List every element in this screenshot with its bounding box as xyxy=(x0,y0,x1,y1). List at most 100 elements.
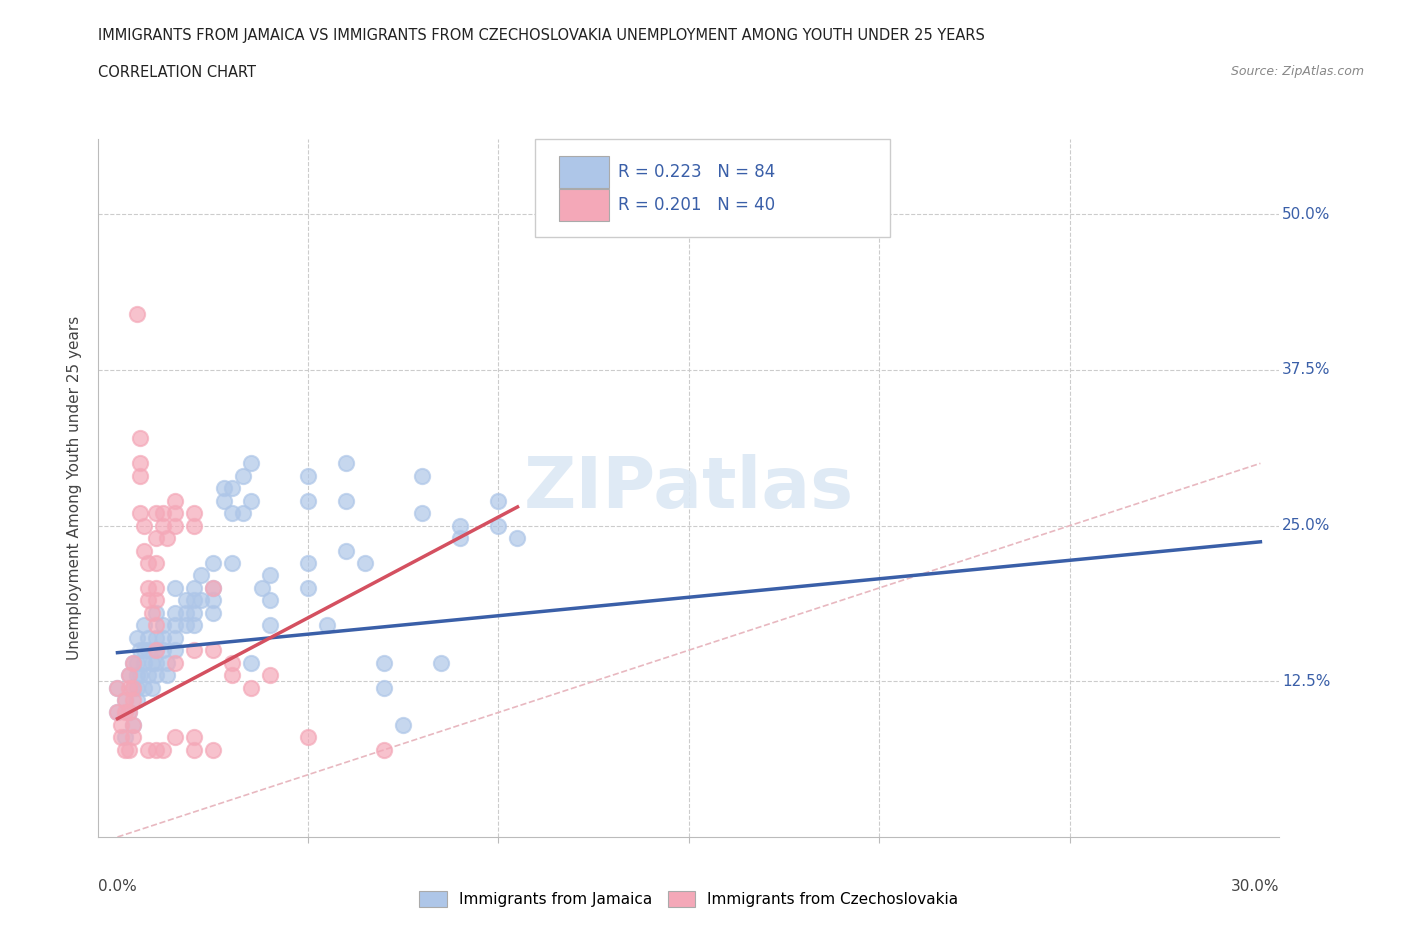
Point xyxy=(145,631,167,645)
Point xyxy=(335,543,357,558)
Point xyxy=(145,506,167,521)
Point xyxy=(183,742,205,757)
Point xyxy=(163,493,186,508)
Legend: Immigrants from Jamaica, Immigrants from Czechoslovakia: Immigrants from Jamaica, Immigrants from… xyxy=(413,884,965,913)
Text: 50.0%: 50.0% xyxy=(1282,206,1330,221)
Point xyxy=(145,555,167,570)
Point xyxy=(335,456,357,471)
Text: R = 0.201   N = 40: R = 0.201 N = 40 xyxy=(619,196,775,214)
Point xyxy=(141,655,163,670)
Point xyxy=(163,631,186,645)
Point xyxy=(239,493,262,508)
Point xyxy=(129,643,152,658)
Point xyxy=(125,307,148,322)
Point xyxy=(297,580,319,595)
Point xyxy=(136,742,159,757)
Point xyxy=(136,580,159,595)
Point xyxy=(163,605,186,620)
Point xyxy=(114,730,136,745)
Point xyxy=(259,593,281,608)
Point xyxy=(141,605,163,620)
Point xyxy=(125,668,148,683)
Point xyxy=(136,668,159,683)
Point xyxy=(201,643,224,658)
Point xyxy=(212,481,235,496)
Point xyxy=(125,680,148,695)
Point xyxy=(163,655,186,670)
Point xyxy=(201,580,224,595)
Point xyxy=(430,655,453,670)
Point xyxy=(134,643,156,658)
Point xyxy=(201,605,224,620)
Point xyxy=(114,705,136,720)
Point xyxy=(121,680,143,695)
Point xyxy=(152,618,174,632)
Point xyxy=(107,680,129,695)
Point xyxy=(174,618,197,632)
Point xyxy=(239,680,262,695)
Point xyxy=(392,717,415,732)
Point xyxy=(373,655,395,670)
Point xyxy=(110,730,132,745)
Point xyxy=(183,605,205,620)
Point xyxy=(145,643,167,658)
Point xyxy=(239,655,262,670)
Point xyxy=(118,705,141,720)
Point xyxy=(201,555,224,570)
Point xyxy=(118,668,141,683)
Point xyxy=(134,618,156,632)
Point xyxy=(232,469,254,484)
Point xyxy=(156,668,179,683)
Point xyxy=(129,506,152,521)
Point xyxy=(259,618,281,632)
Point xyxy=(145,742,167,757)
Text: 0.0%: 0.0% xyxy=(98,879,138,894)
Point xyxy=(201,742,224,757)
Point xyxy=(134,655,156,670)
Point xyxy=(145,643,167,658)
Point xyxy=(121,717,143,732)
Point xyxy=(297,555,319,570)
Point xyxy=(118,680,141,695)
FancyBboxPatch shape xyxy=(536,140,890,237)
Point xyxy=(141,680,163,695)
Point xyxy=(221,655,243,670)
Point xyxy=(221,668,243,683)
Point xyxy=(163,618,186,632)
Point xyxy=(156,655,179,670)
Point xyxy=(183,518,205,533)
Point xyxy=(174,593,197,608)
Point xyxy=(118,742,141,757)
Text: 30.0%: 30.0% xyxy=(1232,879,1279,894)
Point xyxy=(252,580,274,595)
Point xyxy=(163,730,186,745)
Point xyxy=(354,555,377,570)
Point xyxy=(134,680,156,695)
Point xyxy=(145,593,167,608)
Point xyxy=(125,693,148,708)
Point xyxy=(259,668,281,683)
Point xyxy=(183,730,205,745)
Text: Source: ZipAtlas.com: Source: ZipAtlas.com xyxy=(1230,65,1364,78)
Point xyxy=(183,643,205,658)
Point xyxy=(411,506,433,521)
Point xyxy=(411,469,433,484)
Text: R = 0.223   N = 84: R = 0.223 N = 84 xyxy=(619,164,775,181)
Text: ZIPatlas: ZIPatlas xyxy=(524,454,853,523)
Point xyxy=(129,668,152,683)
Point xyxy=(136,631,159,645)
Point xyxy=(506,531,529,546)
Point xyxy=(118,705,141,720)
Point xyxy=(152,506,174,521)
Point xyxy=(190,593,212,608)
Point xyxy=(145,618,167,632)
Point xyxy=(239,456,262,471)
Point xyxy=(145,655,167,670)
Point xyxy=(134,543,156,558)
Point xyxy=(145,580,167,595)
Point xyxy=(316,618,339,632)
Text: 37.5%: 37.5% xyxy=(1282,363,1330,378)
Point xyxy=(449,518,471,533)
Text: IMMIGRANTS FROM JAMAICA VS IMMIGRANTS FROM CZECHOSLOVAKIA UNEMPLOYMENT AMONG YOU: IMMIGRANTS FROM JAMAICA VS IMMIGRANTS FR… xyxy=(98,28,986,43)
Point xyxy=(201,580,224,595)
